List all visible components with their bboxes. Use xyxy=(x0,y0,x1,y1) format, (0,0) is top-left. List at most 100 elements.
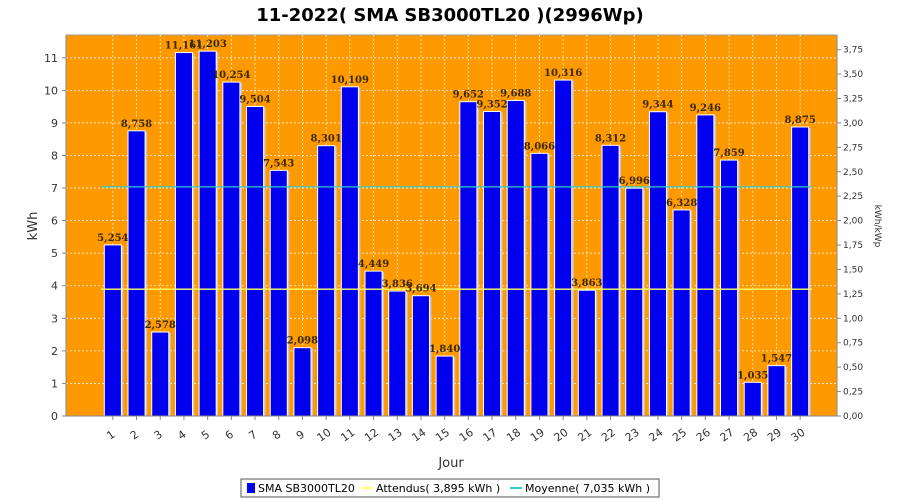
bar xyxy=(198,50,217,417)
y-tick-label: 5 xyxy=(51,247,58,260)
legend: SMA SB3000TL20 Attendus( 3,895 kWh ) Moyen… xyxy=(240,478,660,498)
bar xyxy=(672,209,691,417)
bar-value-label: 9,504 xyxy=(239,95,270,106)
x-tick-label: 14 xyxy=(409,426,428,445)
x-tick-label: 29 xyxy=(765,426,784,445)
legend-label-average: Moyenne( 7,035 kWh ) xyxy=(525,482,650,495)
y-axis-right-title: kWh/kWp xyxy=(872,205,882,248)
bar xyxy=(625,187,644,417)
x-tick-label: 30 xyxy=(789,426,808,445)
x-tick-label: 7 xyxy=(246,428,259,443)
bar-value-label: 9,344 xyxy=(642,100,673,111)
y-tick-label: 0 xyxy=(51,410,58,423)
legend-label-series: SMA SB3000TL20 xyxy=(258,482,355,495)
x-tick-label: 9 xyxy=(294,428,307,443)
y-right-tick-label: 1,25 xyxy=(843,290,863,300)
y-tick-label: 6 xyxy=(51,215,58,228)
y-axis-title: kWh xyxy=(26,212,41,241)
bar xyxy=(269,169,288,417)
bar-value-label: 7,859 xyxy=(713,148,744,159)
x-tick-label: 24 xyxy=(646,426,665,445)
x-tick-label: 19 xyxy=(528,426,547,445)
bar xyxy=(388,290,407,417)
bar-value-label: 8,875 xyxy=(784,115,815,126)
bar xyxy=(483,110,502,417)
x-tick-label: 25 xyxy=(670,426,689,445)
x-tick-label: 21 xyxy=(575,426,594,445)
bar-value-label: 6,996 xyxy=(619,176,650,187)
y-tick-label: 11 xyxy=(44,52,58,65)
y-tick-label: 10 xyxy=(44,84,58,97)
bar-value-label: 7,543 xyxy=(263,158,294,169)
x-tick-label: 26 xyxy=(694,426,713,445)
y-right-tick-label: 3,75 xyxy=(843,46,863,56)
x-tick-label: 22 xyxy=(599,426,618,445)
x-tick-label: 20 xyxy=(552,426,571,445)
bar xyxy=(364,270,383,417)
bar xyxy=(530,152,549,417)
y-tick-label: 7 xyxy=(51,182,58,195)
y-tick-label: 2 xyxy=(51,345,58,358)
y-tick-label: 3 xyxy=(51,312,58,325)
bar xyxy=(554,79,573,417)
x-axis: 1 2 3 4 5 6 7 8 9 10 11 12 13 14 15 16 17 18 19 20 21 22 23 24 2… xyxy=(66,415,837,445)
x-tick-label: 13 xyxy=(386,426,405,445)
y-right-tick-label: 0,75 xyxy=(843,339,863,349)
bar xyxy=(791,126,810,417)
bar-value-label: 3,836 xyxy=(382,279,413,290)
bar-value-label: 5,254 xyxy=(97,233,128,244)
y-right-tick-label: 0,50 xyxy=(843,363,863,373)
bar-value-label: 10,109 xyxy=(331,75,369,86)
y-right-tick-label: 2,00 xyxy=(843,217,863,227)
y-right-tick-label: 1,50 xyxy=(843,265,863,275)
bar-value-label: 8,758 xyxy=(121,119,152,130)
x-tick-label: 12 xyxy=(362,426,381,445)
bar xyxy=(293,347,312,417)
bar xyxy=(222,81,241,417)
bar-value-label: 4,449 xyxy=(358,259,389,270)
y-right-tick-label: 2,25 xyxy=(843,192,863,202)
x-tick-label: 3 xyxy=(152,428,165,443)
y-right-tick-label: 3,25 xyxy=(843,95,863,105)
bar xyxy=(577,289,596,417)
bar-series xyxy=(103,50,811,417)
x-tick-label: 16 xyxy=(457,426,476,445)
bar xyxy=(743,381,762,417)
bar-value-label: 11,161 xyxy=(165,41,203,52)
x-tick-label: 4 xyxy=(175,428,188,443)
x-tick-label: 11 xyxy=(338,426,357,445)
y-right-tick-label: 2,75 xyxy=(843,143,863,153)
x-tick-label: 18 xyxy=(504,426,523,445)
y-right-tick-label: 0,00 xyxy=(843,412,863,422)
y-tick-label: 9 xyxy=(51,117,58,130)
bar-value-label: 9,352 xyxy=(476,99,507,110)
bar xyxy=(459,101,478,417)
x-tick-label: 15 xyxy=(433,426,452,445)
bar xyxy=(103,244,122,417)
y-tick-label: 8 xyxy=(51,149,58,162)
bar-value-label: 10,254 xyxy=(212,70,250,81)
x-tick-label: 2 xyxy=(128,428,141,443)
bar xyxy=(340,86,359,417)
x-tick-label: 5 xyxy=(199,428,212,443)
bar xyxy=(151,331,170,417)
bar xyxy=(506,100,525,417)
y-right-tick-label: 1,00 xyxy=(843,314,863,324)
bar-value-label: 3,694 xyxy=(405,284,436,295)
y-right-tick-label: 2,50 xyxy=(843,168,863,178)
bar-value-label: 1,035 xyxy=(737,370,768,381)
bar-value-label: 9,246 xyxy=(690,103,721,114)
bar-value-label: 8,066 xyxy=(524,141,555,152)
bar xyxy=(767,365,786,417)
reference-lines xyxy=(101,186,812,290)
bar-value-label: 6,328 xyxy=(666,198,697,209)
legend-box xyxy=(240,478,660,498)
bar-value-label: 3,863 xyxy=(571,278,602,289)
bar-value-label: 9,652 xyxy=(453,90,484,101)
x-tick-label: 28 xyxy=(741,426,760,445)
bar-value-label: 8,301 xyxy=(310,134,341,145)
x-tick-label: 27 xyxy=(718,426,737,445)
bar-value-label: 8,312 xyxy=(595,133,626,144)
